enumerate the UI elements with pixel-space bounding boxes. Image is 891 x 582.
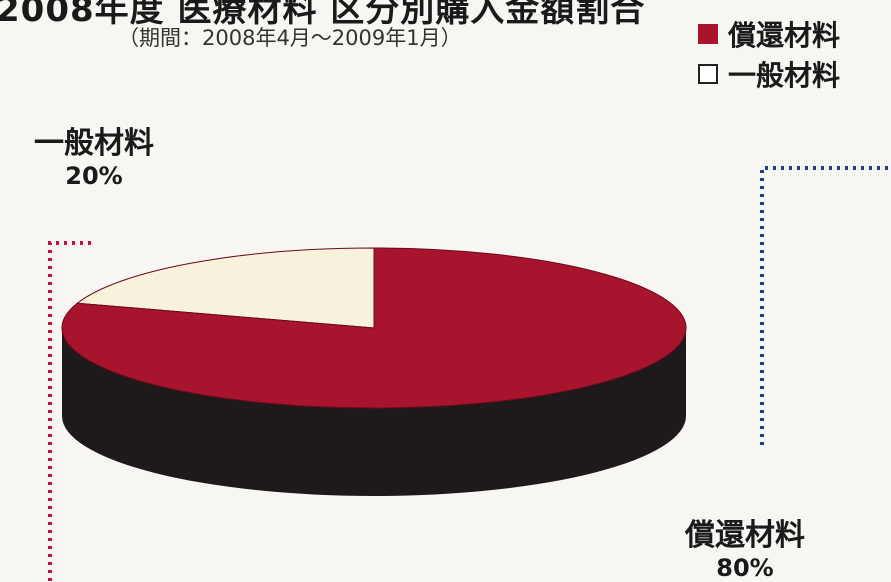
blue-dotted-guide (760, 166, 891, 445)
legend-item-reimbursed: 償還材料 (698, 14, 840, 54)
pie-side-wall (62, 328, 686, 496)
chart-title: 2008年度 医療材料 区分別購入金額割合 (0, 0, 646, 30)
legend-item-general: 一般材料 (698, 54, 840, 94)
slice-label-reimbursed: 償還材料 80% (665, 510, 825, 582)
red-dotted-guide (48, 241, 95, 581)
slice-label-reimbursed-name: 償還材料 (685, 518, 805, 553)
legend-label-reimbursed: 償還材料 (728, 19, 841, 52)
slice-label-general-name: 一般材料 (34, 126, 154, 161)
legend-swatch-general (698, 64, 718, 84)
legend-label-general: 一般材料 (728, 59, 841, 92)
chart-legend: 償還材料 一般材料 (698, 14, 840, 94)
pie-slice-general (75, 247, 375, 329)
chart-subtitle: （期間：2008年4月～2009年1月） (118, 26, 462, 50)
pie-slices (61, 247, 687, 496)
slice-label-reimbursed-value: 80% (716, 554, 774, 582)
slice-label-general-value: 20% (65, 162, 123, 190)
pie-slice-reimbursed (61, 247, 687, 409)
slice-label-general: 一般材料 20% (14, 118, 174, 190)
legend-swatch-reimbursed (698, 24, 718, 44)
